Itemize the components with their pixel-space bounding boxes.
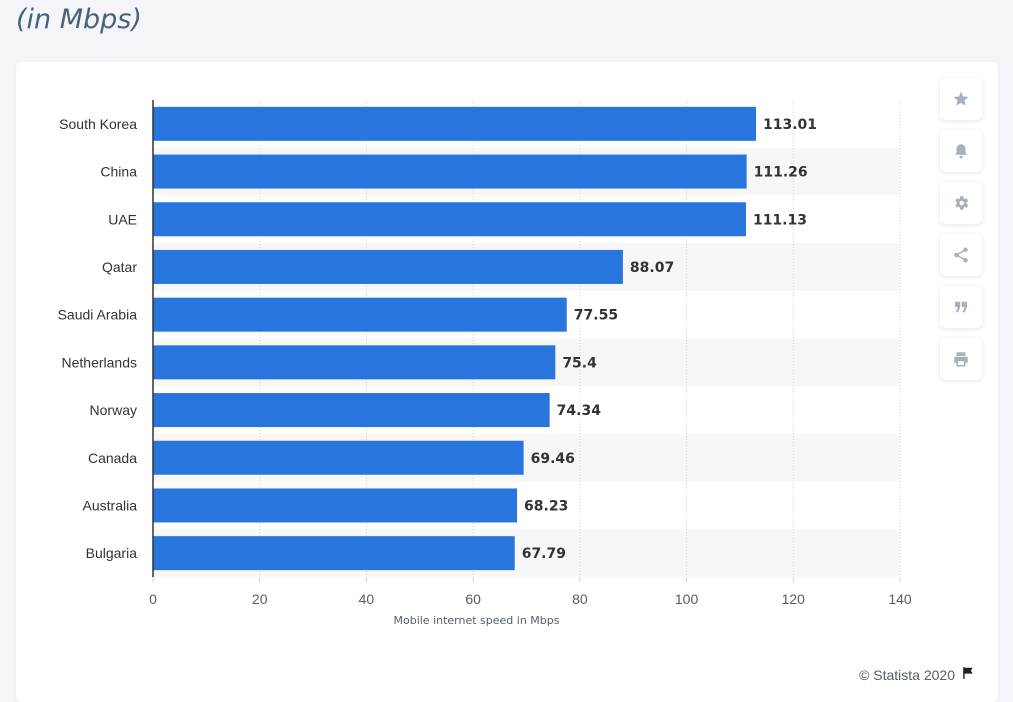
- x-tick-label: 20: [252, 591, 268, 607]
- bar[interactable]: [153, 106, 756, 141]
- bar[interactable]: [153, 154, 747, 189]
- x-tick-label: 120: [782, 591, 806, 607]
- x-tick-label: 60: [465, 591, 481, 607]
- bar[interactable]: [153, 345, 556, 380]
- value-label: 67.79: [522, 546, 566, 562]
- x-tick-label: 40: [359, 591, 375, 607]
- value-label: 69.46: [531, 451, 575, 467]
- value-label: 111.13: [753, 212, 807, 228]
- x-tick-label: 80: [572, 591, 588, 607]
- value-label: 75.4: [562, 355, 597, 371]
- bell-icon: [952, 142, 970, 160]
- bar[interactable]: [153, 488, 518, 523]
- category-label: Bulgaria: [86, 545, 138, 561]
- value-label: 74.34: [557, 403, 602, 419]
- print-button[interactable]: [940, 338, 982, 380]
- gear-icon: [952, 194, 970, 212]
- value-label: 88.07: [630, 260, 674, 276]
- quote-icon: [952, 298, 970, 316]
- cite-button[interactable]: [940, 286, 982, 328]
- category-label: China: [100, 164, 137, 180]
- category-label: Netherlands: [62, 354, 138, 370]
- bar[interactable]: [153, 297, 567, 332]
- statista-credit[interactable]: © Statista 2020: [859, 666, 975, 683]
- category-label: UAE: [108, 211, 137, 227]
- category-label: Norway: [90, 402, 137, 418]
- credit-text: © Statista 2020: [859, 666, 955, 683]
- value-label: 68.23: [524, 498, 568, 514]
- value-label: 77.55: [574, 308, 618, 324]
- x-tick-label: 0: [149, 591, 157, 607]
- settings-button[interactable]: [940, 182, 982, 224]
- category-label: Australia: [83, 497, 138, 513]
- share-button[interactable]: [940, 234, 982, 276]
- favorite-button[interactable]: [940, 78, 982, 120]
- x-tick-label: 100: [675, 591, 699, 607]
- value-label: 113.01: [763, 117, 817, 133]
- notification-button[interactable]: [940, 130, 982, 172]
- flag-icon: [961, 666, 975, 683]
- category-label: Qatar: [102, 259, 137, 275]
- bar[interactable]: [153, 440, 524, 475]
- x-axis-title: Mobile internet speed in Mbps: [393, 614, 559, 627]
- bar[interactable]: [153, 536, 515, 571]
- category-label: Canada: [88, 450, 137, 466]
- chart-toolbar: [940, 78, 982, 390]
- print-icon: [952, 350, 970, 368]
- chart-subtitle: (in Mbps): [16, 4, 142, 35]
- bar[interactable]: [153, 249, 623, 284]
- x-tick-label: 140: [888, 591, 912, 607]
- bar[interactable]: [153, 202, 746, 237]
- star-icon: [952, 90, 970, 108]
- category-label: South Korea: [59, 116, 137, 132]
- category-label: Saudi Arabia: [58, 307, 138, 323]
- value-label: 111.26: [754, 165, 808, 181]
- share-icon: [952, 246, 970, 264]
- bar[interactable]: [153, 393, 550, 428]
